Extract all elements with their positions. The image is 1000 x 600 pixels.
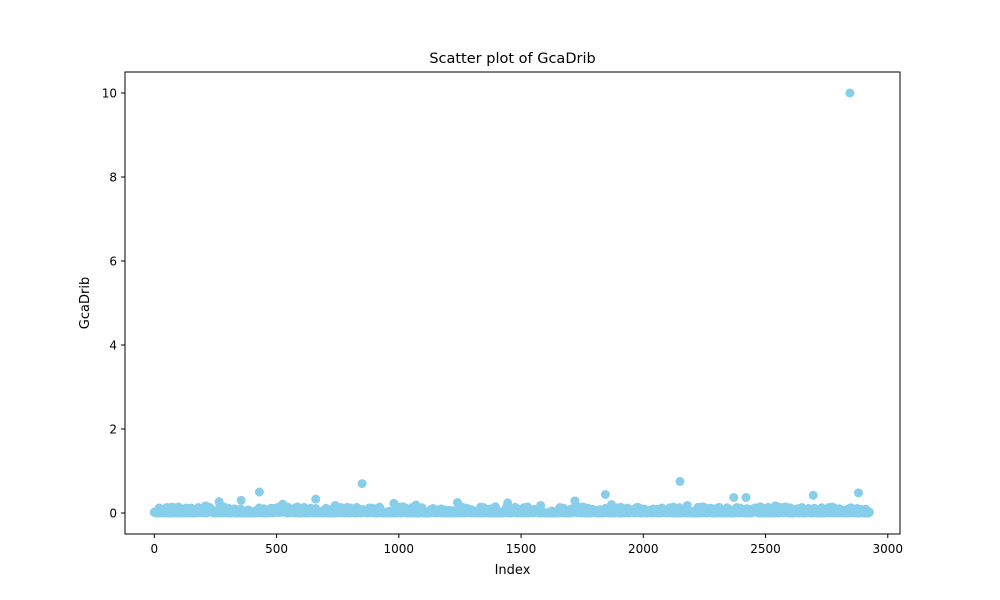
y-tick-label: 4 (109, 339, 117, 353)
data-point (536, 500, 546, 510)
x-tick-label: 2000 (628, 542, 659, 556)
data-point (162, 503, 172, 513)
data-point (357, 479, 367, 489)
data-point (214, 497, 224, 507)
data-point (675, 477, 685, 486)
data-point (682, 500, 692, 510)
y-tick-label: 6 (109, 255, 117, 269)
data-point (389, 498, 399, 508)
y-axis-label: GcaDrib (78, 277, 93, 329)
plot-area-frame (124, 71, 901, 535)
y-axis: 0 2 4 6 8 10 (102, 87, 125, 521)
x-axis-label: Index (495, 563, 531, 578)
data-point (452, 498, 462, 507)
y-tick-label: 8 (109, 171, 117, 185)
x-tick-label: 2500 (750, 542, 781, 556)
data-point (254, 487, 264, 497)
data-point (864, 507, 874, 517)
data-point (570, 496, 580, 506)
data-point (741, 492, 751, 502)
y-tick-label: 0 (109, 507, 117, 521)
data-point (201, 501, 211, 511)
chart-title: Scatter plot of GcaDrib (429, 51, 595, 67)
data-point (236, 495, 246, 505)
data-point (311, 494, 321, 504)
x-tick-label: 1000 (384, 542, 415, 556)
data-point (503, 498, 513, 508)
data-point (186, 503, 196, 513)
scatter-points (149, 88, 874, 518)
y-tick-label: 2 (109, 423, 117, 437)
data-point (845, 88, 855, 98)
x-tick-label: 3000 (873, 542, 904, 556)
data-point (770, 501, 780, 511)
data-point (154, 503, 164, 513)
data-point (278, 499, 288, 509)
x-tick-label: 1500 (506, 542, 537, 556)
data-point (600, 490, 610, 500)
data-point (411, 500, 421, 510)
data-point (330, 500, 340, 510)
y-tick-label: 10 (102, 87, 117, 101)
data-point (853, 488, 863, 498)
x-axis: 0 500 1000 1500 2000 2500 3000 (151, 534, 904, 556)
x-tick-label: 0 (151, 542, 159, 556)
x-tick-label: 500 (265, 542, 288, 556)
data-point (607, 500, 617, 510)
data-point (808, 490, 818, 500)
data-point (729, 492, 739, 502)
